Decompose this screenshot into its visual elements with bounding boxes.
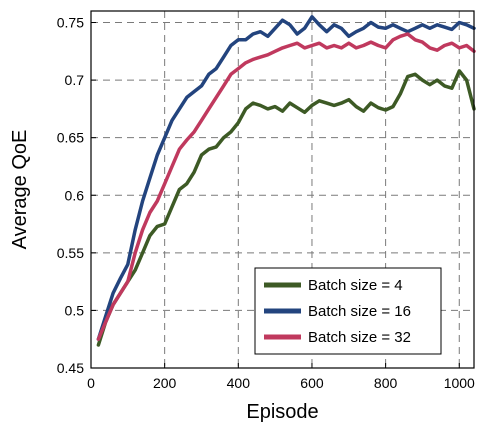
- x-tick-label: 200: [153, 375, 177, 391]
- legend: Batch size = 4 Batch size = 16 Batch size …: [254, 267, 442, 355]
- legend-label: Batch size = 4: [308, 277, 403, 294]
- x-tick-label: 800: [374, 375, 398, 391]
- legend-label: Batch size = 16: [308, 303, 411, 320]
- x-tick-label: 0: [87, 375, 95, 391]
- x-tick-label: 1000: [444, 375, 475, 391]
- y-tick-label: 0.6: [65, 187, 85, 203]
- series-line-1: [96, 69, 476, 347]
- y-tick-label: 0.65: [57, 130, 84, 146]
- y-tick-label: 0.75: [57, 15, 84, 31]
- x-axis-title: Episode: [246, 401, 318, 423]
- series-line-3: [96, 32, 476, 341]
- plot-frame: [90, 10, 475, 369]
- x-tick-label: 400: [227, 375, 251, 391]
- y-tick-label: 0.5: [65, 302, 85, 318]
- y-tick-label: 0.45: [57, 360, 84, 376]
- x-tick-label: 600: [300, 375, 324, 391]
- series-line-2: [96, 15, 476, 341]
- y-axis-title: Average QoE: [9, 130, 31, 250]
- ticks: 0 200 400 600 800 1000 0.45 0.5 0.55 0.6 0.65 0.7 0.…: [57, 15, 475, 391]
- grid: [91, 11, 474, 368]
- legend-label: Batch size = 32: [308, 329, 411, 346]
- y-tick-label: 0.7: [65, 72, 85, 88]
- y-tick-label: 0.55: [57, 245, 84, 261]
- series-lines: [96, 15, 476, 347]
